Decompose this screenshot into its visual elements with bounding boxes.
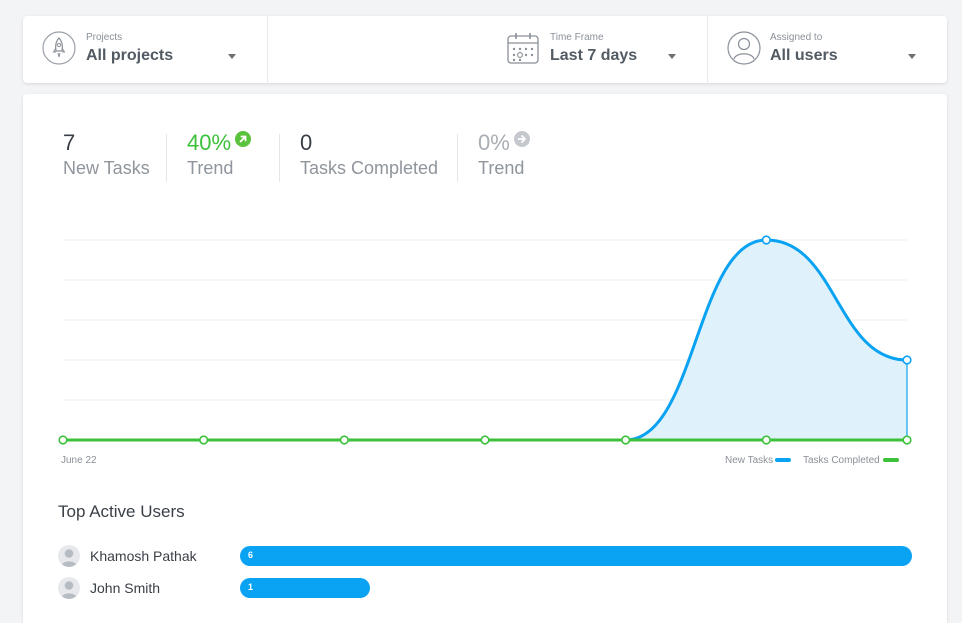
new-tasks-point	[902, 355, 912, 365]
stat-value: 0%	[478, 130, 510, 155]
user-name: Khamosh Pathak	[90, 548, 197, 564]
divider	[707, 16, 708, 83]
stat-label: Trend	[187, 158, 234, 178]
time-frame-filter[interactable]: Time Frame Last 7 days	[503, 16, 707, 83]
legend-tasks-completed-label: Tasks Completed	[803, 455, 880, 466]
tasks-completed-point	[761, 435, 771, 445]
stat-value: 0	[300, 130, 313, 155]
stat-value: 40%	[187, 130, 232, 155]
arrow-right-icon	[513, 131, 530, 147]
assigned-to-value: All users	[770, 47, 838, 64]
legend-tasks-completed-swatch	[883, 458, 899, 462]
rocket-icon	[42, 31, 76, 65]
tasks-completed-point	[58, 435, 68, 445]
tasks-area-chart: June 22 New Tasks Tasks Completed	[58, 235, 912, 466]
divider	[267, 16, 268, 83]
top-active-users-title: Top Active Users	[58, 502, 185, 521]
assigned-to-label: Assigned to	[770, 32, 823, 43]
stat-label: New Tasks	[63, 158, 150, 178]
legend-new-tasks-swatch	[775, 458, 791, 462]
divider	[457, 134, 458, 182]
divider	[279, 134, 280, 182]
x-tick-label: June 22	[61, 455, 97, 466]
tasks-completed-point	[199, 435, 209, 445]
stat-tasks-completed: 0 Tasks Completed	[300, 130, 438, 179]
stat-label: Trend	[478, 158, 525, 178]
new-tasks-area	[63, 240, 907, 440]
stat-value: 7	[63, 130, 76, 155]
time-frame-label: Time Frame	[550, 32, 604, 43]
user-icon	[727, 31, 761, 65]
user-name: John Smith	[90, 580, 161, 596]
stat-new-tasks: 7 New Tasks	[63, 130, 150, 179]
tasks-completed-point	[902, 435, 912, 445]
new-tasks-point	[761, 235, 771, 245]
divider	[166, 134, 167, 182]
chevron-down-icon	[908, 54, 916, 59]
assigned-to-filter[interactable]: Assigned to All users	[707, 16, 947, 83]
dashboard-card: 7 New Tasks 40% Trend 0 Tasks Completed …	[23, 94, 947, 623]
arrow-up-right-icon	[235, 131, 252, 147]
user-activity-count: 6	[248, 550, 254, 560]
stat-trend-completed: 0% Trend	[478, 130, 530, 179]
filter-bar: Projects All projects Time Frame Last 7 …	[23, 16, 947, 83]
stat-trend-new-tasks: 40% Trend	[187, 130, 252, 179]
calendar-icon	[507, 33, 539, 64]
tasks-completed-point	[339, 435, 349, 445]
chevron-down-icon	[228, 54, 236, 59]
user-activity-bar: 6	[240, 546, 912, 566]
avatar	[58, 577, 80, 599]
tasks-completed-point	[480, 435, 490, 445]
projects-filter-label: Projects	[86, 32, 123, 43]
projects-filter-value: All projects	[86, 47, 174, 64]
projects-filter[interactable]: Projects All projects	[23, 16, 267, 83]
legend-new-tasks-label: New Tasks	[725, 455, 773, 466]
user-row[interactable]: Khamosh Pathak 6	[58, 545, 918, 569]
user-activity-bar: 1	[240, 578, 370, 598]
avatar	[58, 545, 80, 567]
time-frame-value: Last 7 days	[550, 47, 638, 64]
user-row[interactable]: John Smith 1	[58, 577, 918, 601]
user-activity-count: 1	[248, 582, 254, 592]
chevron-down-icon	[668, 54, 676, 59]
tasks-completed-point	[621, 435, 631, 445]
stat-label: Tasks Completed	[300, 158, 439, 178]
